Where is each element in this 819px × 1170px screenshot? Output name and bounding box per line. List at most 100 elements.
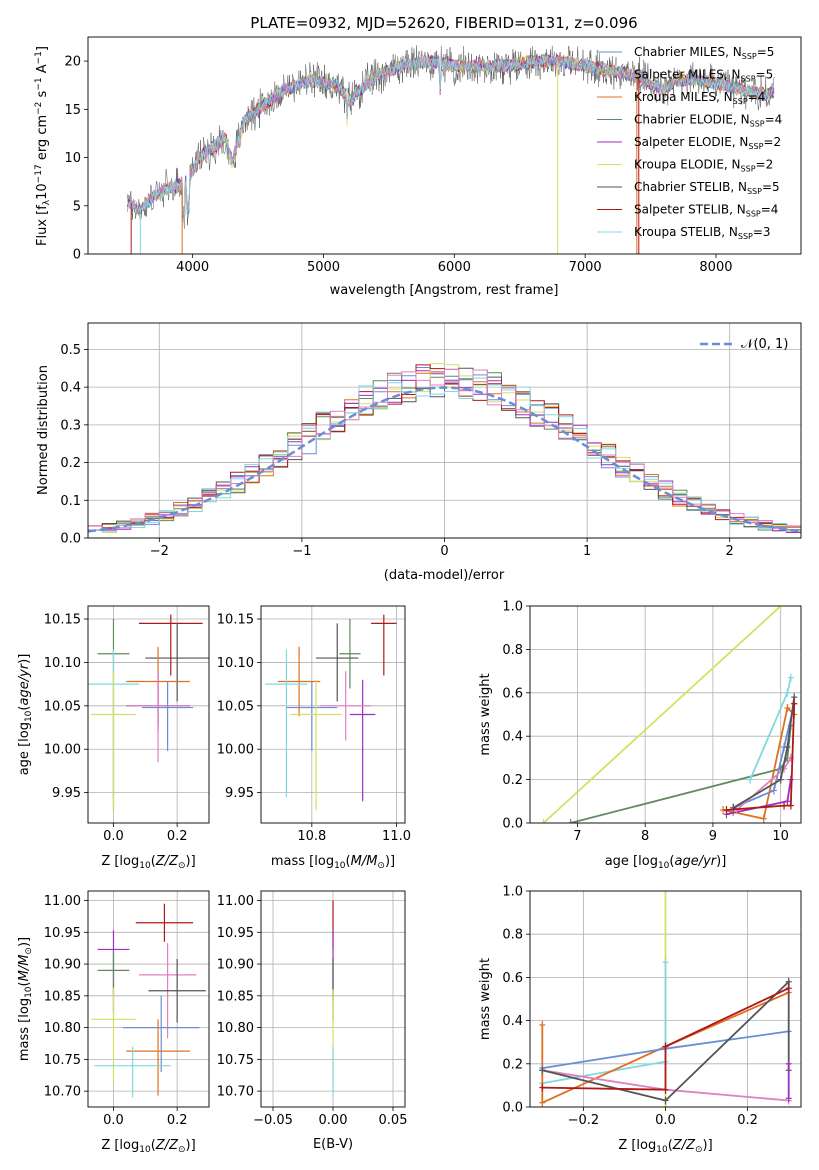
y-tick-label: 0.3 [60, 418, 81, 433]
data-point-red [371, 614, 397, 676]
legend-entry-sub: SSP [741, 75, 756, 84]
y-tick-label: 0.0 [502, 1101, 523, 1116]
y-tick-label: 0.5 [60, 343, 81, 358]
legend-entry-sub: SSP [742, 52, 757, 61]
legend-entry-value: =3 [753, 225, 771, 239]
label-part: A [35, 64, 50, 77]
x-tick-label: 10.8 [297, 829, 326, 844]
legend-entry-label: Chabrier MILES, N [634, 45, 742, 59]
x-tick-label: 11.0 [382, 829, 411, 844]
axes-4: 7 8 9 10 0.0 0.2 0.4 0.6 0.8 1.0 mass weight [478, 600, 802, 844]
label-part: ( [17, 981, 32, 986]
y-tick-label: 10.05 [217, 699, 254, 714]
y-tick-label: 10.80 [44, 1021, 81, 1036]
y-tick-label: 0.2 [60, 456, 81, 471]
x-tick-label: 8000 [699, 260, 732, 275]
x-tick-label: 0.2 [737, 1113, 758, 1128]
x-tick-label: 0.0 [655, 1113, 676, 1128]
y-tick-label: 10.95 [44, 926, 81, 941]
series-lines [540, 606, 798, 823]
y-tick-label: 9.95 [225, 786, 254, 801]
axes-frame [87, 605, 210, 824]
label-part: λ [42, 199, 52, 205]
legend-entry-label: Kroupa ELODIE, N [634, 158, 741, 172]
x-tick-label: 4000 [176, 260, 209, 275]
series-line-orange [541, 991, 790, 1105]
label-part: )] [716, 854, 726, 869]
label-part: 10 [139, 861, 151, 871]
x-tick-label: 2 [726, 544, 734, 559]
spectrum-line-cyan [126, 54, 775, 217]
data-point-yellow [91, 987, 136, 1083]
label-part: ( [668, 1138, 673, 1153]
label-part: 10 [334, 861, 346, 871]
y-tick-label: 10.00 [44, 743, 81, 758]
label-part: −1 [34, 77, 44, 90]
label-part: 10 [24, 986, 34, 998]
y-tick-label: 10.75 [217, 1053, 254, 1068]
legend-entry-label: Kroupa STELIB, N [634, 225, 738, 239]
label-part: −1 [34, 51, 44, 64]
data-point-pink [320, 671, 372, 741]
legend-entry: 𝒩(0, 1) [741, 337, 788, 352]
x-tick-label: 8 [641, 829, 649, 844]
axes-6: −0.05 0.00 0.05 10.70 10.75 10.80 10.85 10.90 10… [217, 890, 408, 1128]
legend-entry-label: Salpeter ELODIE, N [634, 135, 748, 149]
label-part: mass [log [271, 854, 334, 869]
y-tick-label: 0.0 [502, 817, 523, 832]
label-part: Flux [f [35, 205, 50, 246]
x-tick-label: 7000 [569, 260, 602, 275]
y-axis-label: mass weight [478, 673, 493, 755]
data-point-dark [316, 623, 359, 702]
y-tick-label: 10.05 [44, 699, 81, 714]
legend-entry: Salpeter MILES, NSSP=5 [634, 68, 773, 84]
y-tick-label: 10.80 [217, 1021, 254, 1036]
x-tick-label: −0.2 [568, 1113, 600, 1128]
series-line-dark [732, 696, 796, 809]
axes-frame [87, 322, 802, 539]
data-point-pink [126, 671, 190, 763]
y-tick-label: 0.8 [502, 928, 523, 943]
label-part: ( [669, 854, 674, 869]
y-tick-label: 0.4 [60, 381, 81, 396]
y-tick-label: 10.15 [44, 613, 81, 628]
data-point-cyan [265, 649, 308, 797]
errorbars [88, 614, 209, 810]
legend-entry-value: =5 [756, 68, 774, 82]
x-tick-label: 0.05 [379, 1113, 408, 1128]
y-tick-label: 1.0 [502, 600, 523, 615]
data-point-dark [148, 958, 206, 1023]
y-tick-label: 9.95 [52, 786, 81, 801]
x-tick-label: 10 [772, 829, 789, 844]
y-tick-label: 5 [73, 199, 81, 214]
data-point-cyan [94, 1046, 171, 1098]
legend-entry: Kroupa MILES, NSSP=4 [634, 90, 765, 106]
axes-frame [87, 36, 802, 255]
y-tick-label: 0.4 [502, 1014, 523, 1029]
data-point-blue [123, 995, 200, 1073]
y-tick-label: 0.2 [502, 773, 523, 788]
axes-frame [529, 890, 802, 1108]
y-tick-label: 0.6 [502, 686, 523, 701]
y-tick-label: 0.4 [502, 730, 523, 745]
data-point-yellow [290, 679, 342, 810]
label-part: ] [35, 46, 50, 51]
legend-entry: Kroupa STELIB, NSSP=3 [634, 225, 771, 241]
series-lines [539, 891, 792, 1107]
legend-entry-sub: SSP [750, 120, 765, 129]
y-axis-label: Flux [fλ10−17 erg cm−2 s−1 A−1] [34, 46, 52, 246]
label-part: Z/Z [672, 1138, 696, 1153]
axes-frame [529, 605, 802, 824]
legend-entry-sub: SSP [733, 97, 748, 106]
label-part: )] [17, 654, 32, 664]
label-part: s [35, 90, 50, 101]
legend-entry: Kroupa ELODIE, NSSP=2 [634, 158, 773, 174]
legend-entry-label: Chabrier ELODIE, N [634, 113, 750, 127]
data-point-red [138, 614, 203, 676]
label-part: 10 [139, 1145, 151, 1155]
label-part: −2 [34, 102, 44, 115]
y-tick-label: 10.15 [217, 613, 254, 628]
label-part: )] [385, 854, 395, 869]
legend-entry: Chabrier ELODIE, NSSP=4 [634, 113, 782, 129]
